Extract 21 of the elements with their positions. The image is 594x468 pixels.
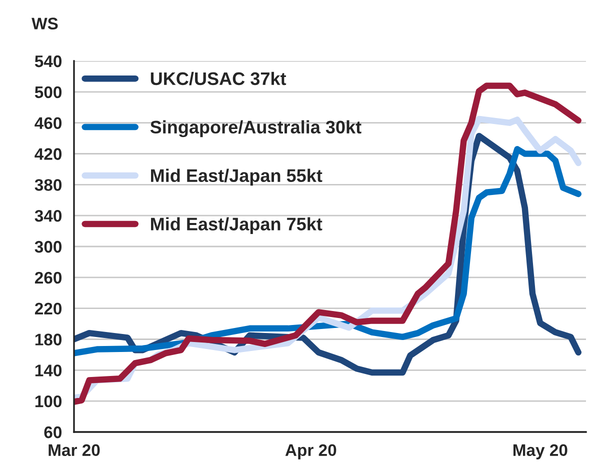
y-tick-label: 300 bbox=[34, 240, 62, 253]
x-tick-label: May 20 bbox=[513, 444, 568, 460]
y-axis-title: WS bbox=[32, 18, 58, 30]
y-tick-label: 180 bbox=[35, 334, 62, 346]
legend-label: Singapore/Australia 30kt bbox=[150, 120, 362, 138]
y-tick-label: 420 bbox=[34, 148, 62, 160]
y-tick-label: 220 bbox=[34, 302, 62, 315]
y-tick-label: 500 bbox=[34, 86, 62, 98]
y-tick-label: 540 bbox=[34, 55, 62, 68]
y-tick-label: 60 bbox=[44, 426, 62, 438]
y-tick-label: 260 bbox=[34, 272, 62, 284]
y-tick-label: 140 bbox=[35, 364, 62, 376]
x-tick-label: Mar 20 bbox=[48, 444, 100, 456]
legend-label: Mid East/Japan 75kt bbox=[151, 217, 322, 234]
x-tick-label: Apr 20 bbox=[285, 444, 336, 460]
y-tick-label: 340 bbox=[34, 210, 62, 222]
legend-label: UKC/USAC 37kt bbox=[150, 72, 286, 86]
y-tick-label: 100 bbox=[35, 395, 62, 408]
y-tick-label: 380 bbox=[34, 179, 62, 191]
y-tick-label: 460 bbox=[34, 117, 62, 130]
legend-label: Mid East/Japan 55kt bbox=[151, 168, 322, 186]
